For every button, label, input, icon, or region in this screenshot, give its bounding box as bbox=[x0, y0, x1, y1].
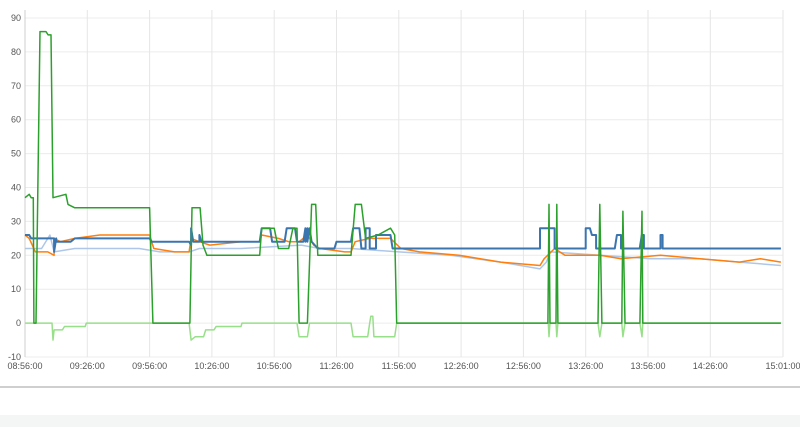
y-tick-label: 50 bbox=[11, 149, 21, 159]
series-dark-green bbox=[24, 30, 781, 324]
y-tick-label: 10 bbox=[11, 284, 21, 294]
chart-bottom-border bbox=[0, 386, 800, 388]
x-tick-label: 12:26:00 bbox=[444, 361, 479, 371]
y-tick-label: -10 bbox=[8, 352, 21, 362]
y-tick-label: 40 bbox=[11, 183, 21, 193]
y-tick-label: 60 bbox=[11, 115, 21, 125]
x-tick-label: 12:56:00 bbox=[506, 361, 541, 371]
y-tick-label: 0 bbox=[16, 318, 21, 328]
series-orange bbox=[24, 234, 782, 267]
x-tick-label: 09:26:00 bbox=[70, 361, 105, 371]
x-tick-label: 08:56:00 bbox=[7, 361, 42, 371]
y-tick-label: 80 bbox=[11, 47, 21, 57]
x-tick-label: 13:56:00 bbox=[630, 361, 665, 371]
x-tick-label: 10:56:00 bbox=[257, 361, 292, 371]
y-tick-label: 30 bbox=[11, 216, 21, 226]
x-tick-label: 11:26:00 bbox=[319, 361, 353, 371]
y-tick-label: 90 bbox=[11, 13, 21, 23]
footer-bar bbox=[0, 415, 800, 427]
x-tick-label: 15:01:00 bbox=[765, 361, 800, 371]
x-tick-label: 13:26:00 bbox=[568, 361, 603, 371]
y-axis: -10 0 10 20 30 40 50 60 70 80 90 bbox=[8, 13, 21, 362]
x-tick-label: 11:56:00 bbox=[382, 361, 416, 371]
series-light-blue bbox=[25, 234, 781, 270]
y-tick-label: 20 bbox=[11, 250, 21, 260]
grid bbox=[24, 10, 784, 358]
x-tick-label: 14:26:00 bbox=[693, 361, 728, 371]
series-lines bbox=[24, 30, 782, 341]
series-blue bbox=[25, 227, 781, 253]
y-tick-label: 70 bbox=[11, 81, 21, 91]
x-tick-label: 09:56:00 bbox=[132, 361, 167, 371]
x-axis: 08:56:00 09:26:00 09:56:00 10:26:00 10:56:00… bbox=[7, 361, 800, 371]
series-light-green bbox=[25, 315, 781, 341]
x-tick-label: 10:26:00 bbox=[194, 361, 229, 371]
